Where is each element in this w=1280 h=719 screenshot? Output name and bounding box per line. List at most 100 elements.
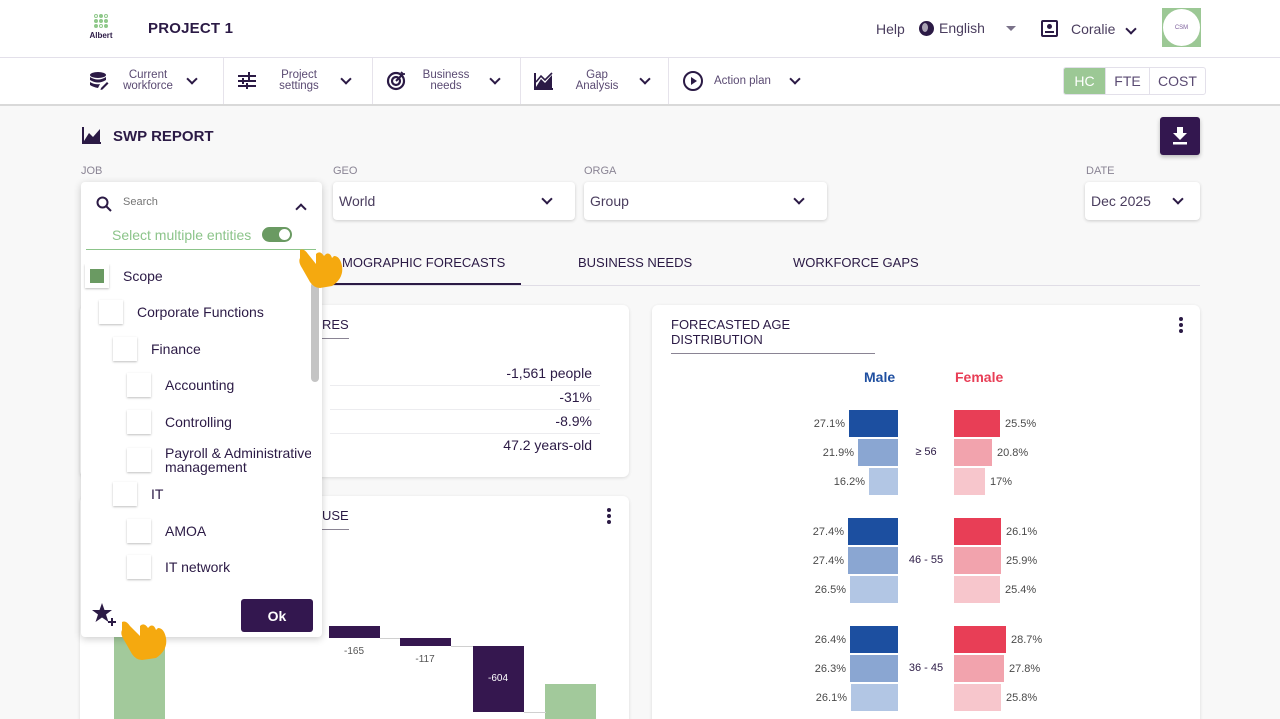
female-age-value: 26.1%: [1006, 526, 1038, 538]
waterfall-bar: [473, 645, 524, 713]
geo-select[interactable]: World: [333, 182, 575, 220]
caret-down-icon[interactable]: [1006, 26, 1016, 31]
age-distribution-card: FORECASTED AGE DISTRIBUTION: [652, 305, 1200, 719]
unit-cost-button[interactable]: COST: [1149, 68, 1205, 94]
female-age-bar: [954, 439, 992, 466]
female-age-value: 20.8%: [997, 447, 1029, 459]
job-tree-item[interactable]: Payroll & Administrative management: [127, 446, 311, 474]
download-icon: [1173, 127, 1187, 145]
select-multiple-toggle[interactable]: [262, 227, 292, 242]
albert-logo[interactable]: Albert: [86, 12, 116, 44]
tab-business-needs[interactable]: BUSINESS NEEDS: [578, 255, 693, 270]
toolbar-project-settings[interactable]: Project settings: [236, 58, 352, 104]
female-age-bar: [954, 655, 1004, 682]
toolbar-divider: [520, 58, 521, 104]
ok-button[interactable]: Ok: [241, 599, 313, 632]
tree-checkbox[interactable]: [127, 448, 151, 472]
tree-checkbox[interactable]: [127, 555, 151, 579]
report-title: SWP REPORT: [113, 128, 214, 145]
tree-item-label: Finance: [151, 341, 201, 357]
kpi-rate: -8.9%: [330, 410, 600, 434]
toolbar-current-workforce[interactable]: Current workforce: [88, 58, 198, 104]
job-tree-item[interactable]: Finance: [113, 337, 201, 361]
date-select-value: Dec 2025: [1091, 193, 1151, 209]
dropdown-scrollbar[interactable]: [311, 282, 319, 382]
tree-checkbox[interactable]: [127, 410, 151, 434]
toolbar-divider: [223, 58, 224, 104]
chevron-down-icon: [793, 193, 805, 205]
toolbar-label-line1: Gap: [586, 69, 608, 81]
module-toolbar: Current workforce Project settings Busin…: [0, 58, 1280, 106]
search-icon: [96, 196, 112, 217]
job-tree-item[interactable]: IT: [113, 482, 163, 506]
toolbar-divider: [372, 58, 373, 104]
male-age-bar: [869, 468, 898, 495]
report-chart-icon: [82, 127, 102, 149]
female-age-value: 25.4%: [1005, 584, 1037, 596]
toolbar-divider: [668, 58, 669, 104]
job-tree-item[interactable]: AMOA: [127, 519, 206, 543]
toolbar-label-line2: needs: [430, 80, 462, 92]
orga-filter-label: ORGA: [584, 165, 617, 177]
tab-workforce-gaps[interactable]: WORKFORCE GAPS: [793, 255, 919, 270]
chevron-down-icon: [340, 70, 352, 88]
tree-item-label: Controlling: [165, 414, 232, 430]
male-age-bar: [848, 547, 898, 574]
project-title: PROJECT 1: [148, 20, 234, 37]
job-tree-item[interactable]: Corporate Functions: [99, 300, 264, 324]
job-tree-item[interactable]: Accounting: [127, 373, 234, 397]
chevron-down-icon: [639, 70, 651, 88]
chevron-down-icon: [186, 70, 198, 88]
toolbar-action-plan[interactable]: Action plan: [682, 58, 801, 104]
legend-male: Male: [864, 369, 896, 385]
tree-checkbox[interactable]: [99, 300, 123, 324]
tree-checkbox[interactable]: [113, 337, 137, 361]
target-icon: [385, 70, 407, 92]
user-name[interactable]: Coralie: [1071, 21, 1116, 37]
download-button[interactable]: [1160, 117, 1200, 155]
more-vert-icon[interactable]: [1179, 317, 1183, 335]
date-select[interactable]: Dec 2025: [1085, 182, 1200, 220]
more-vert-icon[interactable]: [607, 508, 611, 526]
male-age-bar: [851, 684, 898, 711]
female-age-value: 25.9%: [1006, 555, 1038, 567]
job-filter-label: JOB: [81, 165, 103, 177]
unit-hc-button[interactable]: HC: [1064, 68, 1105, 94]
tab-demographic-forecasts[interactable]: MOGRAPHIC FORECASTS: [342, 255, 506, 270]
unit-toggle-group: HC FTE COST: [1063, 67, 1206, 95]
job-tree-item[interactable]: Scope: [85, 264, 163, 288]
toolbar-label-line1: Business: [422, 69, 470, 81]
tree-checkbox[interactable]: [85, 264, 109, 288]
waterfall-end-bar: [545, 684, 596, 719]
chevron-up-icon[interactable]: [295, 200, 307, 218]
orga-select[interactable]: Group: [584, 182, 827, 220]
language-selector[interactable]: English: [919, 20, 985, 36]
waterfall-bar-label: -604: [487, 672, 508, 684]
unit-fte-button[interactable]: FTE: [1105, 68, 1149, 94]
toolbar-business-needs[interactable]: Business needs: [385, 58, 501, 104]
job-search-input[interactable]: [123, 196, 273, 208]
female-age-bar: [954, 626, 1006, 653]
male-age-value: 26.3%: [814, 663, 846, 675]
tree-checkbox[interactable]: [113, 482, 137, 506]
job-tree-item[interactable]: Controlling: [127, 410, 232, 434]
add-favorite-star-icon[interactable]: [92, 602, 118, 633]
male-age-bar: [848, 518, 898, 545]
job-tree-list: Scope Corporate Functions Finance Accountin…: [81, 264, 311, 594]
toolbar-gap-analysis[interactable]: Gap Analysis: [533, 58, 651, 104]
tree-item-label: AMOA: [165, 523, 207, 539]
user-menu-chevron-icon[interactable]: [1125, 20, 1137, 38]
tree-checkbox[interactable]: [127, 373, 151, 397]
job-tree-item[interactable]: IT network: [127, 555, 230, 579]
toolbar-label-line1: Project: [281, 69, 317, 81]
male-age-value: 27.1%: [813, 418, 845, 430]
avatar[interactable]: CSM: [1162, 8, 1201, 47]
help-link[interactable]: Help: [876, 21, 905, 37]
play-circle-icon: [682, 70, 704, 92]
tree-checkbox[interactable]: [127, 519, 151, 543]
active-tab-indicator: [326, 283, 521, 285]
tree-item-label: IT network: [165, 559, 231, 575]
female-age-bar: [954, 518, 1001, 545]
top-header: Albert PROJECT 1 Help English Coralie CS…: [0, 0, 1280, 58]
male-age-value: 27.4%: [812, 526, 844, 538]
